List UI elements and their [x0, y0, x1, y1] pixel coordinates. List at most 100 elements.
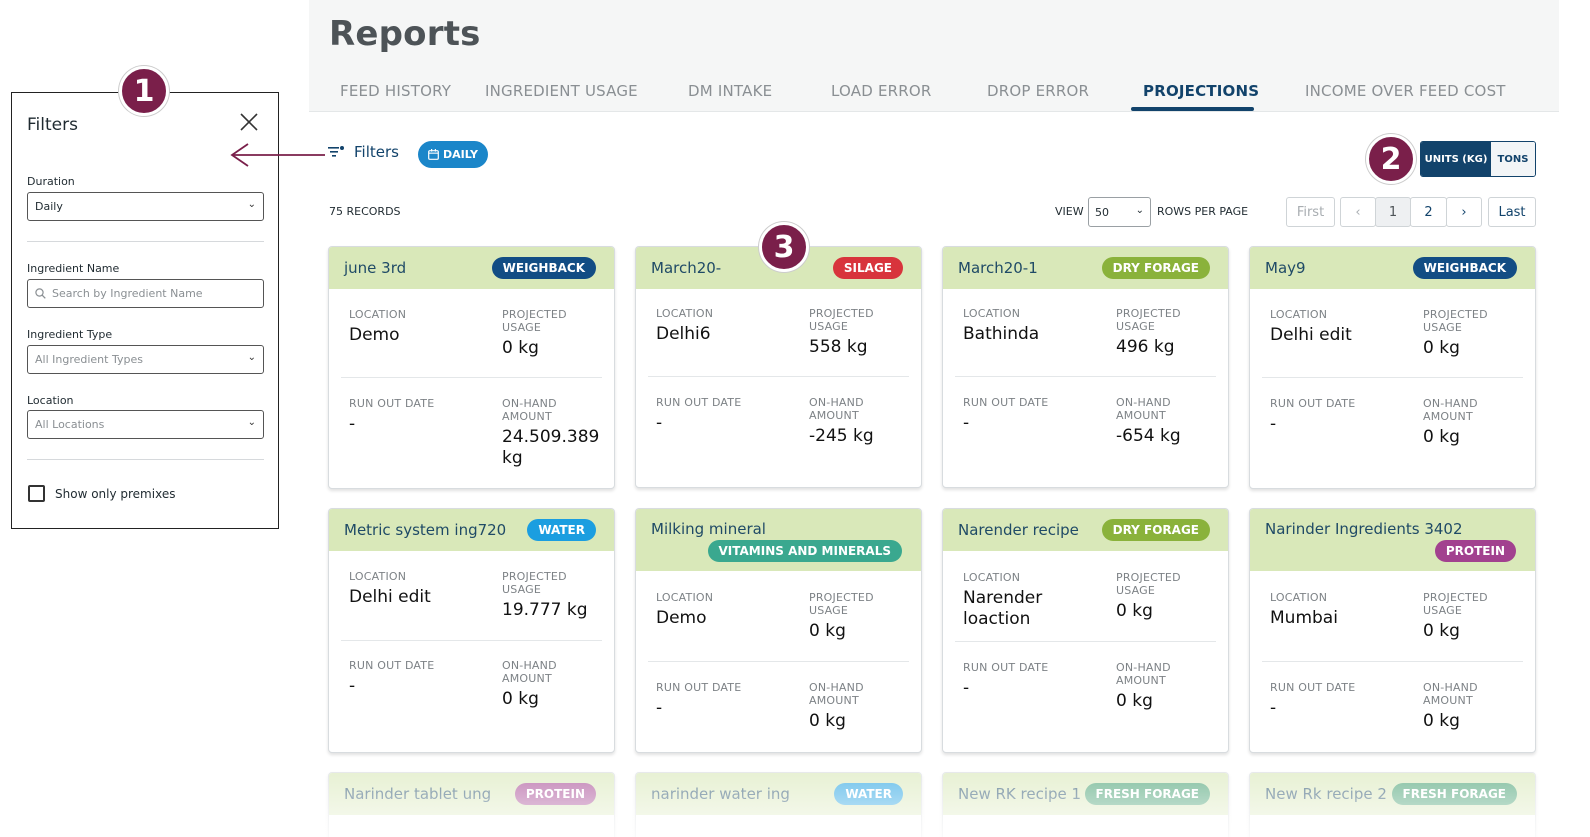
ingredient-type-value: All Ingredient Types	[35, 353, 143, 366]
show-premixes-label: Show only premixes	[55, 487, 176, 501]
projected-usage-value: 0 kg	[1423, 621, 1460, 641]
close-icon[interactable]	[238, 111, 260, 133]
card-header: March20-1 DRY FORAGE	[943, 247, 1228, 289]
filters-divider	[27, 241, 264, 242]
duration-select[interactable]: Daily ⌄	[27, 192, 264, 221]
ingredient-search-placeholder: Search by Ingredient Name	[52, 287, 203, 300]
ingredient-type-badge: WATER	[527, 519, 596, 541]
projected-usage-label: PROJECTED USAGE	[1423, 591, 1488, 617]
page-2-button[interactable]: 2	[1410, 197, 1447, 227]
run-out-date-value: -	[349, 676, 356, 696]
card-divider	[341, 640, 602, 641]
card-header: Narinder Ingredients 3402 PROTEIN	[1250, 509, 1535, 571]
rows-per-page-value: 50	[1095, 206, 1109, 219]
run-out-date-label: RUN OUT DATE	[963, 661, 1049, 674]
rows-per-page-label: ROWS PER PAGE	[1157, 205, 1249, 218]
annotation-marker-1: 1	[119, 66, 169, 116]
prev-page-button[interactable]: ‹	[1340, 197, 1376, 227]
next-page-button[interactable]: ›	[1446, 197, 1482, 227]
ingredient-type-badge: WATER	[834, 783, 903, 805]
last-page-button[interactable]: Last	[1488, 197, 1536, 227]
run-out-date-value: -	[656, 413, 663, 433]
ingredient-type-badge: DRY FORAGE	[1101, 257, 1210, 279]
projection-card[interactable]: Metric system ing720 WATER LOCATION Delhi…	[328, 508, 615, 753]
units-kg-button[interactable]: UNITS (KG)	[1421, 142, 1491, 176]
ingredient-name: june 3rd	[344, 259, 407, 277]
tab-load-error[interactable]: LOAD ERROR	[831, 82, 932, 100]
run-out-date-value: -	[1270, 414, 1277, 434]
projection-card[interactable]: Narinder Ingredients 3402 PROTEIN LOCATI…	[1249, 508, 1536, 753]
run-out-date-value: -	[656, 698, 663, 718]
tab-projections[interactable]: PROJECTIONS	[1143, 82, 1260, 100]
location-select[interactable]: All Locations ⌄	[27, 410, 264, 439]
run-out-date-label: RUN OUT DATE	[349, 659, 435, 672]
run-out-date-value: -	[963, 413, 970, 433]
on-hand-amount-label: ON-HAND AMOUNT	[1116, 661, 1171, 687]
projection-card[interactable]: New Rk recipe 2 FRESH FORAGE	[1249, 772, 1536, 837]
card-header: Narender recipe DRY FORAGE	[943, 509, 1228, 551]
on-hand-amount-value: 0 kg	[809, 711, 846, 731]
show-premixes-checkbox[interactable]	[28, 485, 45, 502]
rows-per-page-select[interactable]: 50 ⌄	[1088, 197, 1151, 227]
ingredient-type-badge: PROTEIN	[1434, 540, 1516, 562]
tab-drop-error[interactable]: DROP ERROR	[987, 82, 1090, 100]
page-1-button[interactable]: 1	[1375, 197, 1411, 227]
filters-divider	[27, 459, 264, 460]
duration-label: Duration	[27, 175, 75, 188]
ingredient-name: Narender recipe	[958, 521, 1079, 539]
arrow-icon	[230, 143, 325, 167]
run-out-date-label: RUN OUT DATE	[1270, 681, 1356, 694]
chevron-down-icon: ⌄	[247, 352, 256, 363]
card-header: New Rk recipe 2 FRESH FORAGE	[1250, 773, 1535, 815]
ingredient-search-input[interactable]: Search by Ingredient Name	[27, 279, 264, 308]
on-hand-amount-label: ON-HAND AMOUNT	[1423, 397, 1478, 423]
card-divider	[341, 377, 602, 378]
run-out-date-label: RUN OUT DATE	[656, 396, 742, 409]
projection-card[interactable]: Narinder tablet ung PROTEIN	[328, 772, 615, 837]
filter-icon	[328, 146, 344, 157]
tab-feed-history[interactable]: FEED HISTORY	[340, 82, 452, 100]
location-label: LOCATION	[963, 571, 1021, 584]
tab-income-over-feed-cost[interactable]: INCOME OVER FEED COST	[1305, 82, 1506, 100]
location-value: Demo	[656, 608, 707, 628]
projection-card[interactable]: March20-1 DRY FORAGE LOCATION Bathinda PR…	[942, 246, 1229, 488]
duration-chip[interactable]: DAILY	[418, 141, 488, 168]
on-hand-amount-label: ON-HAND AMOUNT	[502, 659, 557, 685]
card-header: Narinder tablet ung PROTEIN	[329, 773, 614, 815]
report-tabs: FEED HISTORY INGREDIENT USAGE DM INTAKE …	[309, 76, 1559, 112]
projection-card[interactable]: june 3rd WEIGHBACK LOCATION Demo PROJECTE…	[328, 246, 615, 489]
units-tons-button[interactable]: TONS	[1491, 142, 1535, 176]
location-label: LOCATION	[656, 307, 714, 320]
first-page-button[interactable]: First	[1286, 197, 1335, 227]
tab-ingredient-usage[interactable]: INGREDIENT USAGE	[485, 82, 638, 100]
run-out-date-label: RUN OUT DATE	[1270, 397, 1356, 410]
on-hand-amount-value: 0 kg	[1423, 427, 1460, 447]
ingredient-name: Narinder Ingredients 3402	[1265, 520, 1463, 538]
projection-card[interactable]: narinder water ing WATER	[635, 772, 922, 837]
projected-usage-value: 496 kg	[1116, 337, 1175, 357]
ingredient-type-badge: VITAMINS AND MINERALS	[707, 540, 902, 562]
filters-button[interactable]: Filters	[328, 143, 399, 161]
projection-card[interactable]: May9 WEIGHBACK LOCATION Delhi edit PROJEC…	[1249, 246, 1536, 489]
projection-card[interactable]: New RK recipe 1 FRESH FORAGE	[942, 772, 1229, 837]
ingredient-type-select[interactable]: All Ingredient Types ⌄	[27, 345, 264, 374]
projected-usage-label: PROJECTED USAGE	[1116, 571, 1181, 597]
page-title: Reports	[329, 14, 481, 54]
calendar-icon	[428, 149, 439, 160]
projected-usage-value: 0 kg	[809, 621, 846, 641]
location-value: Narender loaction	[963, 588, 1043, 629]
duration-value: Daily	[35, 200, 63, 213]
projection-card[interactable]: Narender recipe DRY FORAGE LOCATION Naren…	[942, 508, 1229, 753]
annotation-marker-2: 2	[1366, 134, 1416, 184]
projected-usage-label: PROJECTED USAGE	[809, 591, 874, 617]
card-header: narinder water ing WATER	[636, 773, 921, 815]
tab-dm-intake[interactable]: DM INTAKE	[688, 82, 773, 100]
projection-card[interactable]: Milking mineral VITAMINS AND MINERALS LO…	[635, 508, 922, 753]
projection-card[interactable]: March20- SILAGE LOCATION Delhi6 PROJECTED…	[635, 246, 922, 488]
location-label: LOCATION	[656, 591, 714, 604]
run-out-date-value: -	[1270, 698, 1277, 718]
location-value: Delhi edit	[1270, 325, 1352, 345]
projected-usage-value: 0 kg	[1116, 601, 1153, 621]
card-divider	[1262, 377, 1523, 378]
records-count: 75 RECORDS	[329, 205, 401, 218]
